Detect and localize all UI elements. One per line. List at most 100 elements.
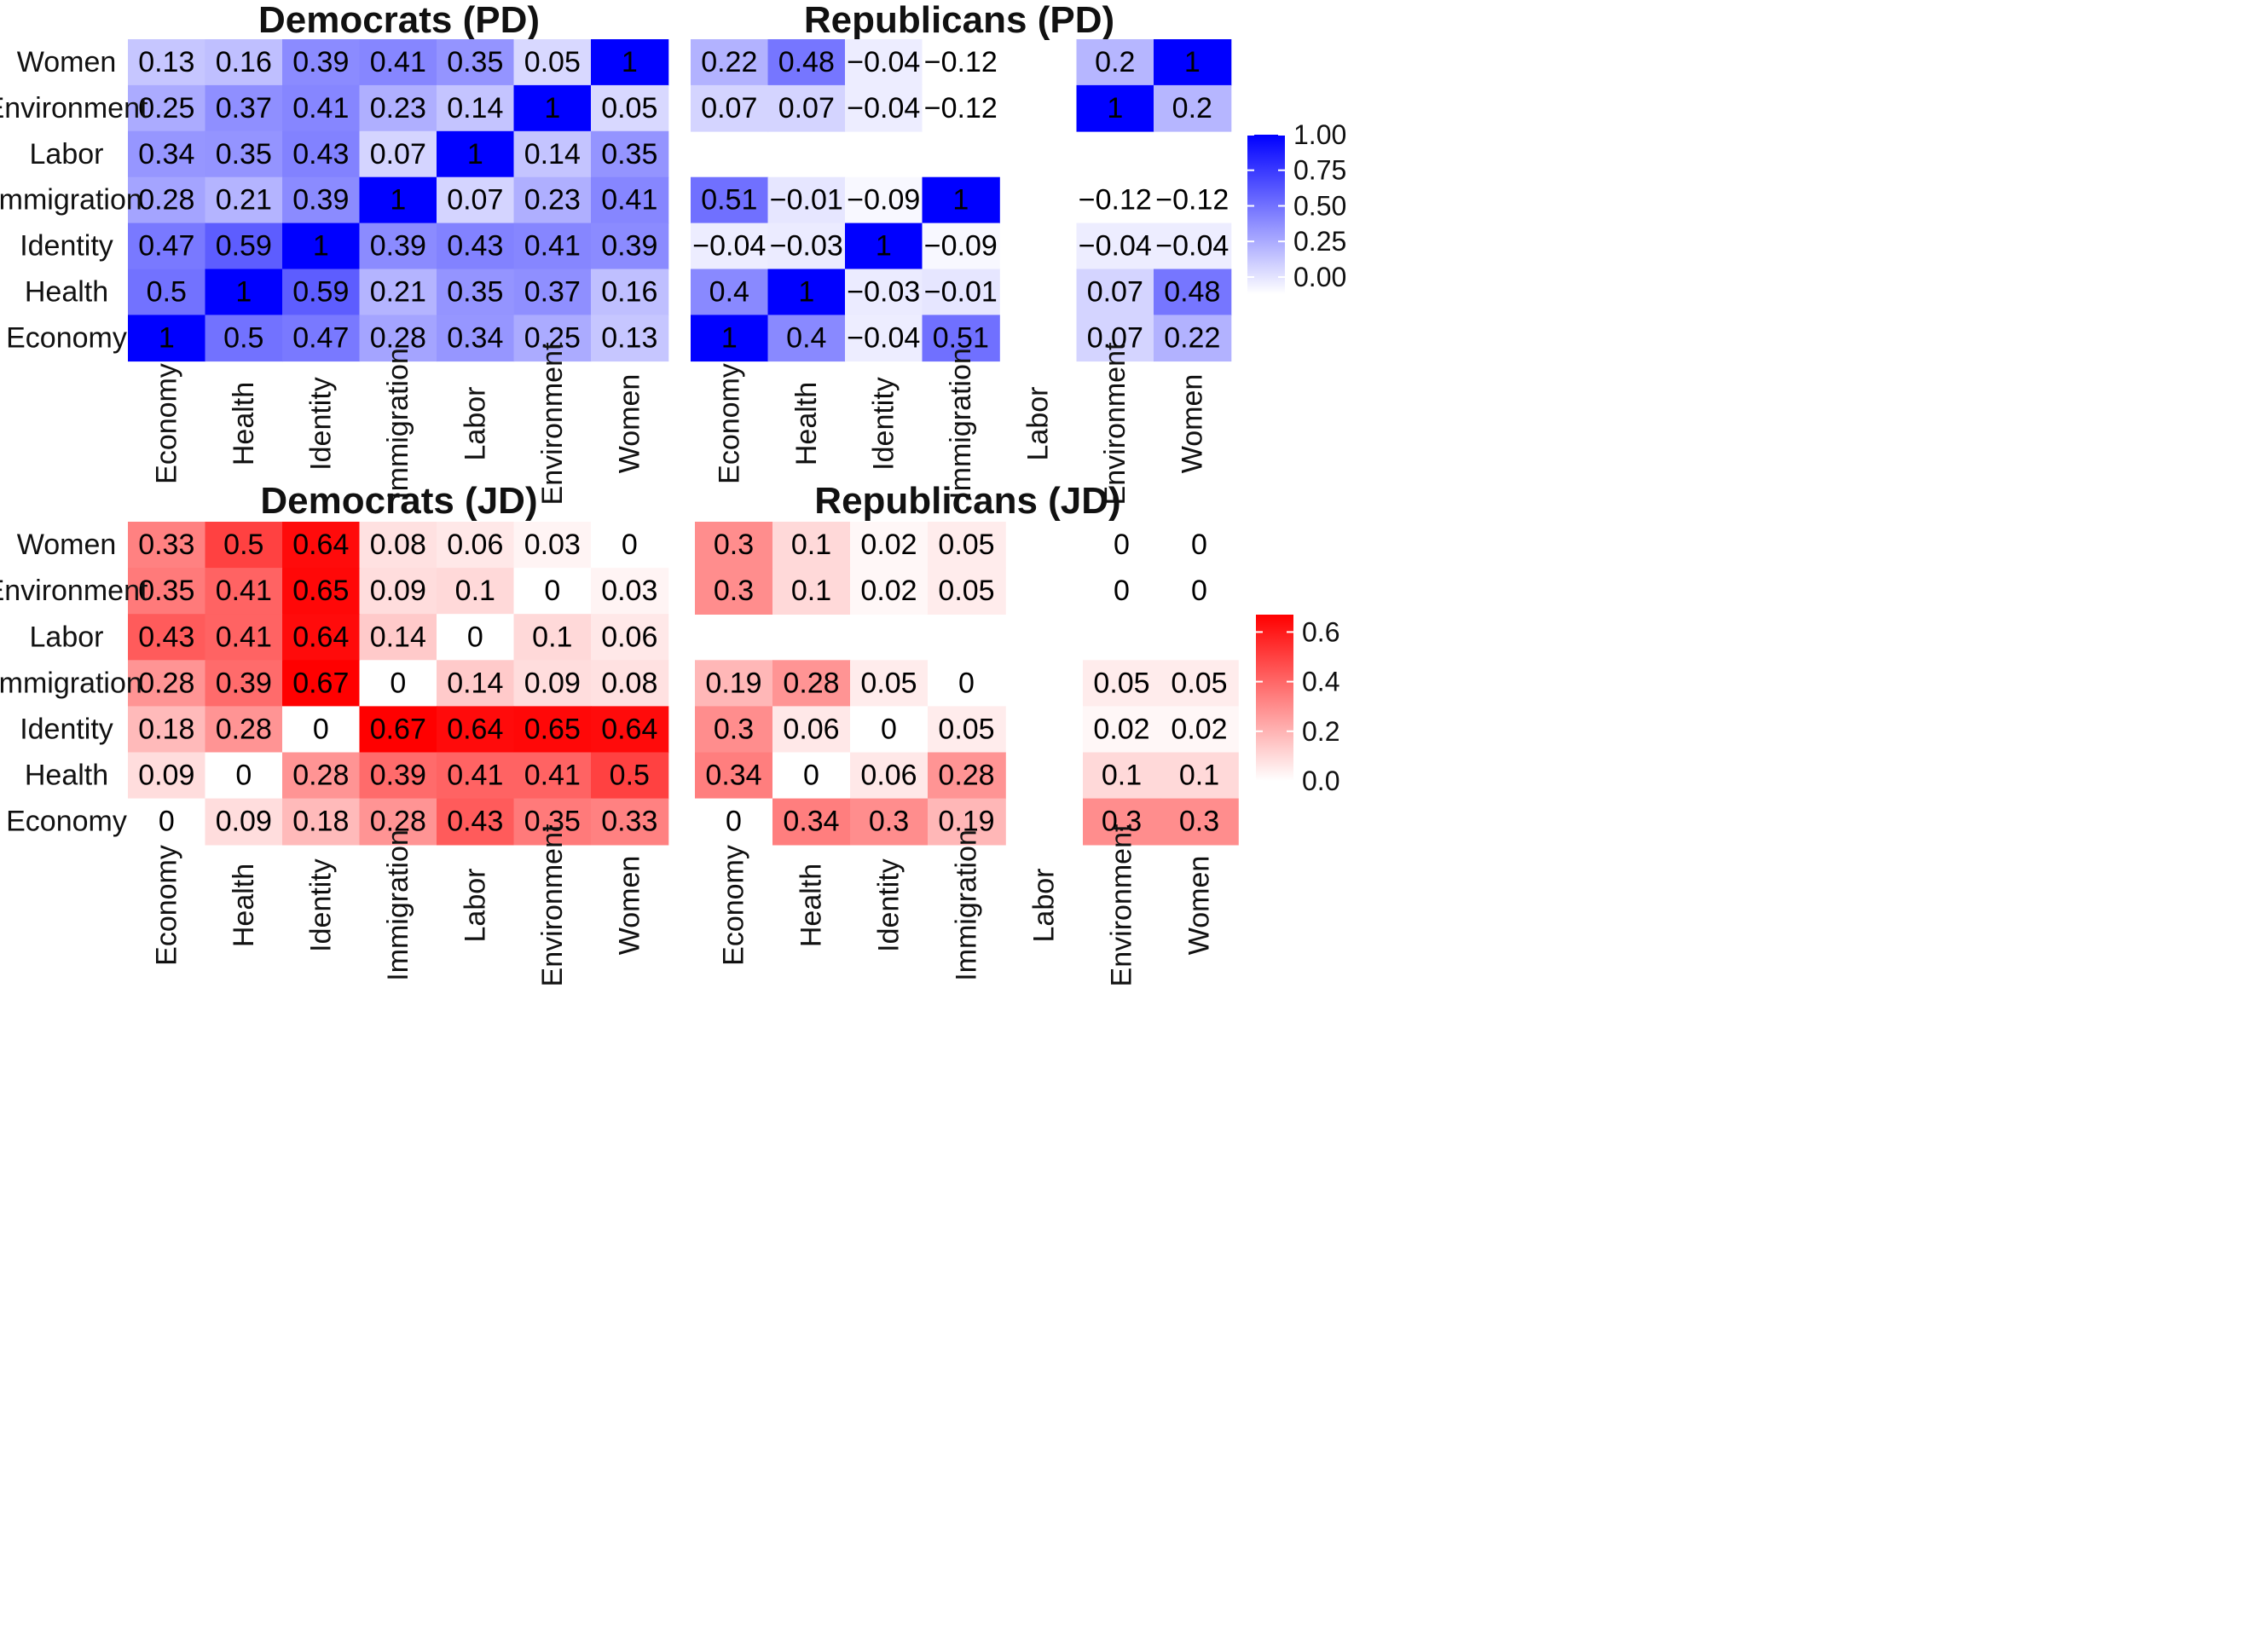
- cell-label: 0.34: [138, 138, 194, 170]
- heatmap-cell-immigration-health: [767, 176, 846, 224]
- heatmap-cell-women-economy: [691, 39, 769, 86]
- heatmap-cell-immigration-women: [591, 176, 669, 224]
- cell-label: 0.67: [370, 713, 426, 745]
- heatmap-cell-health-immigration: [359, 752, 437, 800]
- heatmap-cell-health-labor: [437, 752, 515, 800]
- cell-label: 0.19: [938, 806, 994, 838]
- heatmap-cell-women-immigration: [359, 522, 437, 569]
- cell-label: −0.04: [692, 230, 766, 263]
- heatmap-cell-environment-identity: [282, 84, 361, 132]
- cell-label: 1: [1107, 92, 1123, 124]
- heatmap-cell-economy-immigration: [922, 315, 1000, 362]
- heatmap-cell-women-health: [205, 39, 283, 86]
- cell-label: 1: [952, 184, 969, 217]
- cell-label: 0.28: [138, 184, 194, 217]
- cell-label: 0.41: [524, 230, 581, 263]
- col-label-economy: Economy: [150, 845, 182, 966]
- cell-label: −0.04: [847, 321, 920, 354]
- cell-label: 0.14: [447, 92, 503, 124]
- heatmap-cell-identity-economy: [691, 222, 769, 270]
- heatmap-cell-immigration-environment: [1076, 176, 1154, 224]
- panel-democrats-pd: Democrats (PD) 0.13 0.16 0.39 0.41 0.35 0.05 1 0…: [0, 0, 669, 505]
- heatmap-cell-women-health: [767, 39, 846, 86]
- heatmap-cell-immigration-women: [1160, 660, 1239, 708]
- cell-label: 0.35: [447, 275, 503, 308]
- heatmap-cell-health-environment: [513, 269, 592, 316]
- cell-label: 0.47: [138, 230, 194, 263]
- cell-label: −0.03: [847, 275, 920, 308]
- cell-label: 0.05: [938, 713, 994, 745]
- heatmap-cell-environment-health: [205, 568, 283, 615]
- cell-label: 0.59: [292, 275, 349, 308]
- cell-label: 0.35: [447, 46, 503, 78]
- heatmap-cell-labor-health: [205, 614, 283, 662]
- heatmap-cell-immigration-immigration: [922, 176, 1000, 224]
- col-label-environment: Environment: [536, 342, 569, 505]
- heatmap-cell-labor-identity: [282, 614, 361, 662]
- row-label-women: Women: [17, 529, 117, 561]
- heatmap-cell-environment-women: [1160, 568, 1239, 615]
- heatmap-cell-economy-health: [205, 798, 283, 846]
- cell-label: 0.37: [524, 275, 581, 308]
- heatmap-cell-health-environment: [513, 752, 592, 800]
- heatmap-cell-identity-labor: [437, 706, 515, 754]
- cell-label: 0.39: [370, 760, 426, 792]
- heatmap-cell-women-immigration: [922, 39, 1000, 86]
- cell-label: 0.28: [216, 713, 272, 745]
- row-label-economy: Economy: [6, 321, 127, 354]
- cell-label: 0.47: [292, 321, 349, 354]
- cell-label: 0.07: [447, 184, 503, 217]
- cell-label: 0: [622, 529, 638, 561]
- heatmap-cell-identity-labor: [437, 222, 515, 270]
- cell-label: 0.51: [701, 184, 757, 217]
- cell-label: 0: [881, 713, 897, 745]
- heatmap-cell-immigration-environment: [513, 176, 592, 224]
- heatmap-cell-labor-women: [591, 130, 669, 178]
- cell-label: 0.5: [147, 275, 187, 308]
- heatmap-cell-identity-health: [772, 706, 851, 754]
- heatmap-cell-economy-environment: [1083, 798, 1161, 846]
- heatmap-cell-health-women: [591, 752, 669, 800]
- cell-label: 0: [726, 806, 742, 838]
- heatmap-cell-women-environment: [1076, 39, 1154, 86]
- cell-label: 1: [235, 275, 252, 308]
- heatmap-cell-women-economy: [695, 522, 773, 569]
- cell-label: 0: [958, 667, 975, 699]
- colorbar-red: 0.6 0.4 0.2 0.0: [1256, 615, 1339, 796]
- row-label-labor: Labor: [30, 621, 104, 653]
- cell-label: 0.3: [714, 529, 754, 561]
- heatmap-cell-economy-environment: [513, 315, 592, 362]
- col-label-economy: Economy: [713, 363, 745, 484]
- cell-label: −0.03: [770, 230, 843, 263]
- heatmap-cell-women-immigration: [928, 522, 1006, 569]
- cell-label: 0.41: [601, 184, 657, 217]
- cell-label: 0.28: [938, 760, 994, 792]
- row-label-environment: Environment: [0, 575, 148, 607]
- heatmap-cell-environment-environment: [513, 568, 592, 615]
- col-label-health: Health: [796, 864, 828, 947]
- cell-label: 0.51: [933, 321, 989, 354]
- heatmap-cell-economy-environment: [1076, 315, 1154, 362]
- cell-label: 0.4: [709, 275, 749, 308]
- col-label-women: Women: [613, 856, 645, 956]
- heatmap-cell-economy-health: [772, 798, 851, 846]
- heatmap-cell-economy-environment: [513, 798, 592, 846]
- heatmap-cell-environment-economy: [691, 84, 769, 132]
- cell-label: 0.64: [447, 713, 503, 745]
- cell-label: −0.04: [847, 92, 920, 124]
- cell-label: 0.28: [370, 806, 426, 838]
- cell-label: 0.28: [138, 667, 194, 699]
- heatmap-cell-labor-health: [205, 130, 283, 178]
- row-label-immigration: Immigration: [0, 667, 142, 699]
- cell-label: 0.1: [455, 575, 495, 607]
- heatmap-cell-identity-women: [591, 706, 669, 754]
- cell-label: 0.3: [714, 713, 754, 745]
- col-label-environment: Environment: [536, 824, 569, 986]
- cell-label: 1: [159, 321, 175, 354]
- cell-label: 0.25: [138, 92, 194, 124]
- cell-label: 0.35: [601, 138, 657, 170]
- heatmap-cell-environment-economy: [128, 568, 206, 615]
- heatmap-cell-labor-economy: [128, 130, 206, 178]
- heatmap-cell-health-economy: [128, 269, 206, 316]
- heatmap-cell-environment-environment: [1076, 84, 1154, 132]
